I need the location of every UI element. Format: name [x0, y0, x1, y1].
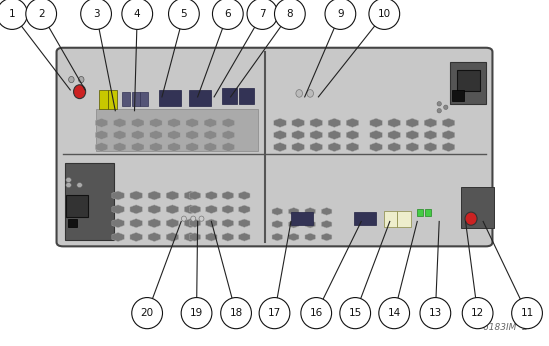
Text: 4: 4 — [134, 9, 141, 19]
Ellipse shape — [182, 216, 187, 221]
FancyBboxPatch shape — [222, 88, 237, 104]
Ellipse shape — [212, 0, 243, 29]
FancyBboxPatch shape — [159, 90, 181, 106]
Ellipse shape — [74, 85, 86, 99]
FancyBboxPatch shape — [65, 163, 114, 240]
FancyBboxPatch shape — [291, 212, 313, 225]
Text: 18: 18 — [229, 308, 243, 318]
Text: 7: 7 — [259, 9, 266, 19]
Ellipse shape — [122, 0, 153, 29]
Text: 20: 20 — [141, 308, 154, 318]
Text: 12: 12 — [471, 308, 484, 318]
Text: 15: 15 — [349, 308, 362, 318]
Ellipse shape — [274, 0, 305, 29]
FancyBboxPatch shape — [425, 209, 431, 216]
Ellipse shape — [296, 90, 302, 97]
Ellipse shape — [369, 0, 400, 29]
Ellipse shape — [247, 0, 278, 29]
FancyBboxPatch shape — [140, 92, 148, 106]
Ellipse shape — [259, 298, 290, 329]
Ellipse shape — [0, 0, 27, 29]
FancyBboxPatch shape — [417, 209, 423, 216]
FancyBboxPatch shape — [99, 90, 108, 109]
Ellipse shape — [221, 298, 251, 329]
Ellipse shape — [77, 183, 82, 188]
Text: 1: 1 — [9, 9, 15, 19]
Ellipse shape — [379, 298, 410, 329]
Ellipse shape — [307, 90, 313, 97]
Ellipse shape — [301, 298, 332, 329]
Text: 6: 6 — [225, 9, 231, 19]
FancyBboxPatch shape — [68, 219, 77, 227]
Text: 3: 3 — [93, 9, 99, 19]
Ellipse shape — [444, 105, 448, 110]
Text: 6183IM  2: 6183IM 2 — [483, 323, 528, 332]
Ellipse shape — [26, 0, 57, 29]
Ellipse shape — [181, 298, 212, 329]
Ellipse shape — [79, 76, 84, 83]
Text: 2: 2 — [38, 9, 44, 19]
FancyBboxPatch shape — [132, 92, 140, 106]
Text: 8: 8 — [287, 9, 293, 19]
Ellipse shape — [66, 183, 71, 188]
FancyBboxPatch shape — [96, 109, 258, 151]
FancyBboxPatch shape — [239, 88, 254, 104]
FancyBboxPatch shape — [57, 48, 492, 246]
Ellipse shape — [169, 0, 199, 29]
Ellipse shape — [132, 298, 163, 329]
FancyBboxPatch shape — [397, 211, 411, 227]
Ellipse shape — [81, 0, 111, 29]
Text: 19: 19 — [190, 308, 203, 318]
Ellipse shape — [66, 177, 71, 182]
Ellipse shape — [420, 298, 451, 329]
FancyBboxPatch shape — [354, 212, 376, 225]
FancyBboxPatch shape — [452, 90, 464, 101]
Ellipse shape — [191, 216, 195, 221]
FancyBboxPatch shape — [461, 187, 494, 228]
FancyBboxPatch shape — [122, 92, 130, 106]
FancyBboxPatch shape — [66, 195, 88, 217]
Ellipse shape — [462, 298, 493, 329]
Text: 5: 5 — [181, 9, 187, 19]
Text: 16: 16 — [310, 308, 323, 318]
Text: 13: 13 — [429, 308, 442, 318]
FancyBboxPatch shape — [189, 90, 211, 106]
FancyBboxPatch shape — [108, 90, 117, 109]
Text: 9: 9 — [337, 9, 344, 19]
Ellipse shape — [512, 298, 542, 329]
Ellipse shape — [69, 76, 74, 83]
FancyBboxPatch shape — [457, 70, 480, 91]
FancyBboxPatch shape — [384, 211, 397, 227]
Text: 14: 14 — [388, 308, 401, 318]
Ellipse shape — [325, 0, 356, 29]
Ellipse shape — [340, 298, 371, 329]
FancyBboxPatch shape — [450, 62, 486, 104]
Text: 11: 11 — [520, 308, 534, 318]
Ellipse shape — [437, 102, 441, 106]
Ellipse shape — [465, 212, 477, 225]
Text: 17: 17 — [268, 308, 281, 318]
Text: 10: 10 — [378, 9, 391, 19]
Ellipse shape — [437, 109, 441, 113]
Ellipse shape — [199, 216, 204, 221]
